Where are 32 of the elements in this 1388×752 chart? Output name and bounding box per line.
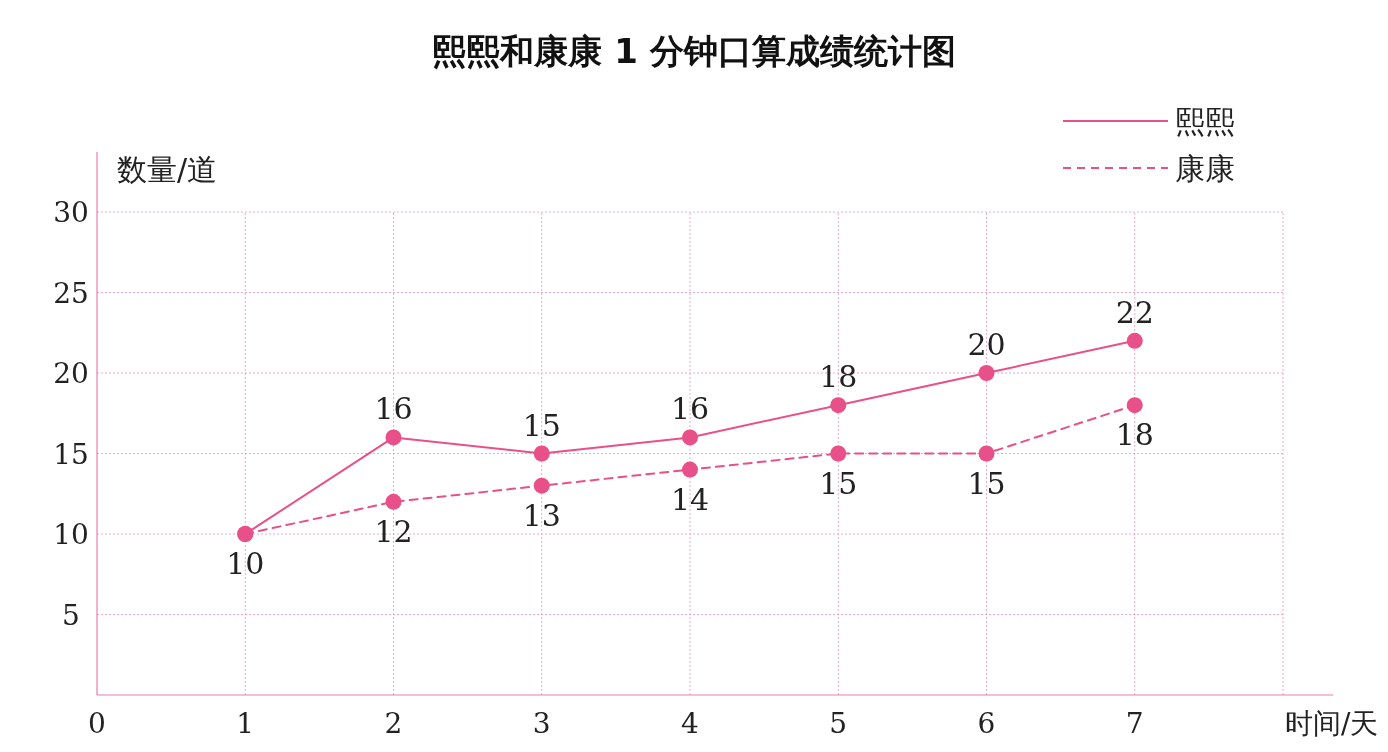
data-label: 10: [226, 546, 265, 581]
x-tick-label: 3: [532, 707, 551, 740]
data-label: 16: [670, 391, 710, 427]
y-tick-label: 20: [53, 357, 89, 390]
legend-label: 熙熙: [1175, 104, 1235, 139]
x-tick-label: 1: [236, 707, 255, 740]
data-label: 15: [522, 407, 561, 443]
chart-title: 熙熙和康康 1 分钟口算成绩统计图: [432, 31, 956, 71]
y-axis-title: 数量/道: [117, 152, 218, 187]
y-tick-label: 30: [53, 196, 89, 229]
data-label: 22: [1115, 294, 1154, 330]
x-tick-label: 2: [384, 707, 403, 740]
y-tick-label: 5: [62, 598, 80, 632]
y-tick-label: 15: [53, 437, 89, 471]
x-tick-label: 5: [829, 707, 848, 740]
data-label: 18: [1115, 417, 1154, 453]
data-label: 12: [374, 513, 413, 549]
data-label: 13: [522, 497, 561, 533]
x-tick-label: 4: [681, 707, 699, 740]
y-tick-label: 25: [53, 276, 89, 310]
data-label: 16: [374, 391, 413, 427]
data-label: 15: [819, 465, 858, 501]
y-tick-label: 10: [53, 518, 89, 551]
legend-label: 康康: [1175, 151, 1235, 186]
data-label: 20: [967, 327, 1006, 362]
data-label: 18: [819, 359, 858, 395]
data-label: 14: [670, 481, 710, 517]
data-label: 15: [967, 465, 1006, 501]
x-tick-label: 0: [88, 707, 106, 740]
x-tick-label: 6: [977, 707, 996, 740]
x-axis-title: 时间/天: [1285, 707, 1379, 740]
x-tick-label: 7: [1125, 707, 1144, 740]
